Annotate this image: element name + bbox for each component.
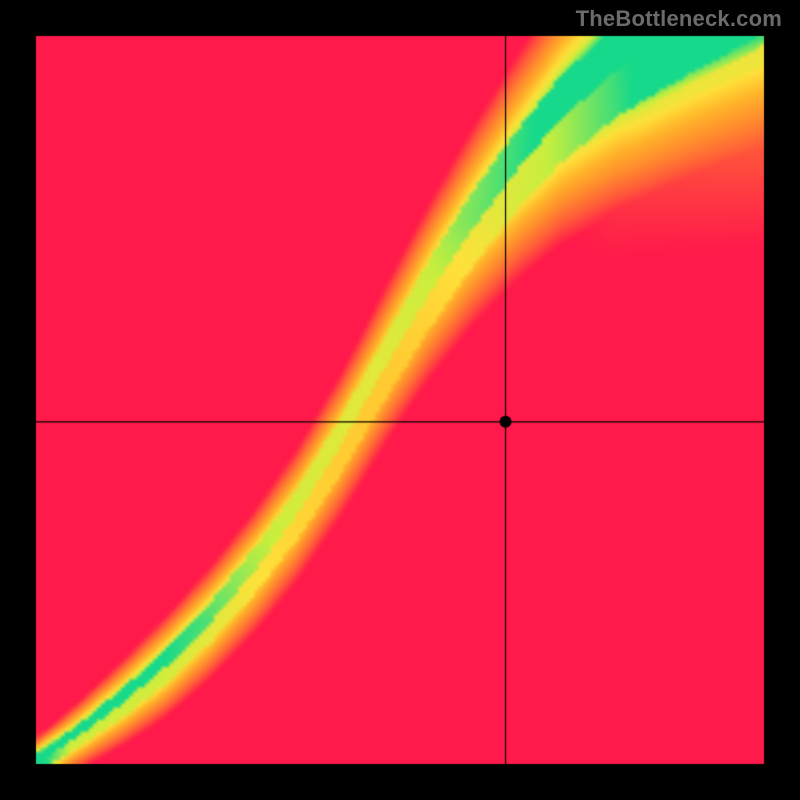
watermark-text: TheBottleneck.com: [576, 6, 782, 32]
bottleneck-heatmap: [0, 0, 800, 800]
